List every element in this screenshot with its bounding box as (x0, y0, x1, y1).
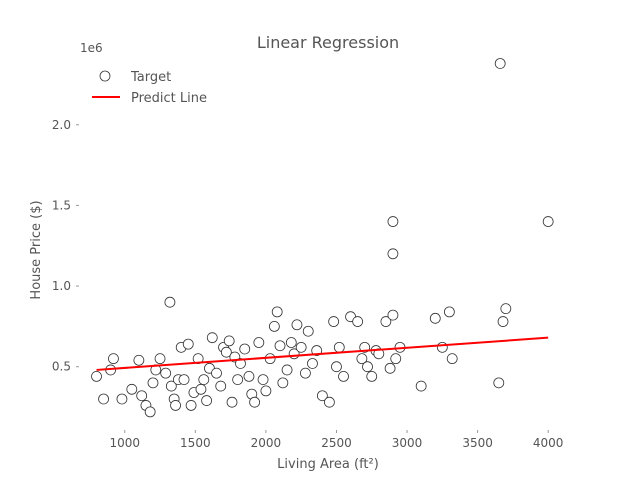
scatter-point (201, 395, 213, 406)
scatter-point (206, 332, 218, 344)
scatter-point (295, 341, 307, 353)
scatter-point (277, 377, 289, 389)
scatter-point (281, 364, 293, 376)
scatter-point (249, 396, 261, 408)
scatter-point (160, 367, 172, 379)
scatter-point (352, 316, 364, 327)
scatter-point (164, 296, 176, 308)
scatter-point (285, 337, 297, 348)
legend-marker-target (99, 70, 111, 82)
scatter-point (443, 306, 455, 318)
scatter-point (170, 400, 181, 411)
scatter-point (302, 325, 314, 337)
scatter-point (362, 361, 373, 373)
scatter-point (268, 320, 280, 332)
scatter-point (253, 337, 265, 348)
scatter-point (232, 374, 244, 386)
legend-label-target: Target (130, 70, 171, 85)
scatter-point (328, 316, 340, 327)
y-tick-label: 0.5 (52, 360, 71, 374)
scatter-point (126, 383, 138, 395)
scatter-point (384, 362, 396, 374)
scatter-point (387, 216, 399, 227)
scatter-point (380, 316, 392, 327)
scatter-point (116, 393, 128, 405)
scatter-point (390, 353, 402, 365)
scatter-point (198, 374, 210, 386)
scatter-point (220, 346, 232, 358)
scatter-point (195, 383, 207, 395)
scatter-point (133, 354, 145, 366)
y-tick-label: 2.0 (52, 118, 71, 132)
scatter-point (333, 341, 345, 353)
scatter-point (316, 390, 328, 402)
scatter-point (223, 335, 235, 347)
y-offset-label: 1e6 (80, 41, 103, 55)
scatter-point (226, 396, 238, 408)
x-tick-label: 3500 (462, 436, 493, 450)
scatter-point (154, 353, 166, 365)
y-axis: 0.5 1.0 1.5 2.0 (52, 118, 79, 374)
x-tick-label: 2500 (321, 436, 352, 450)
scatter-point (542, 216, 554, 227)
scatter-point (387, 309, 399, 321)
scatter-point (271, 306, 283, 318)
scatter-point (274, 340, 286, 352)
scatter-point (239, 343, 251, 355)
predict-line (96, 336, 549, 371)
scatter-point (387, 248, 399, 260)
scatter-point (366, 370, 378, 382)
scatter-point (429, 312, 441, 324)
scatter-point (324, 396, 335, 408)
x-tick-label: 1000 (109, 436, 140, 450)
chart-title: Linear Regression (257, 33, 399, 52)
scatter-point (98, 393, 109, 405)
scatter-point (493, 377, 505, 389)
scatter-point (494, 58, 506, 69)
scatter-point (144, 406, 156, 418)
scatter-point (291, 319, 303, 331)
scatter-point (415, 380, 427, 392)
y-axis-label: House Price ($) (29, 200, 44, 299)
scatter-point (356, 353, 368, 365)
scatter-point (165, 380, 177, 392)
scatter-point (300, 367, 311, 379)
scatter-point (436, 341, 448, 353)
scatter-point (497, 316, 509, 327)
scatter-point (338, 370, 349, 382)
y-tick-label: 1.5 (52, 198, 71, 212)
scatter-point (211, 367, 222, 379)
scatter-point (182, 338, 194, 350)
scatter-point (91, 370, 102, 382)
scatter-point (136, 390, 148, 402)
scatter-point (178, 374, 190, 386)
x-tick-label: 1500 (180, 436, 211, 450)
x-tick-label: 2000 (251, 436, 282, 450)
scatter-point (243, 370, 255, 382)
scatter-point (500, 303, 512, 315)
x-axis-label: Living Area (ft²) (277, 457, 379, 472)
x-tick-label: 4000 (533, 436, 564, 450)
legend: Target Predict Line (92, 70, 207, 106)
scatter-points (91, 58, 554, 418)
scatter-point (307, 358, 318, 369)
scatter-point (260, 385, 272, 397)
scatter-point (147, 377, 159, 389)
x-tick-label: 3000 (392, 436, 423, 450)
scatter-point (257, 374, 269, 386)
scatter-point (331, 361, 342, 373)
legend-label-predict-line: Predict Line (131, 91, 207, 106)
scatter-point (185, 400, 197, 411)
x-axis: 1000 1500 2000 2500 3000 3500 4000 (109, 430, 563, 450)
predict-line-series (96, 336, 549, 371)
scatter-point (446, 353, 458, 365)
scatter-point (108, 353, 119, 365)
y-tick-label: 1.0 (52, 279, 71, 293)
scatter-point (215, 380, 227, 392)
scatter-point (235, 358, 246, 369)
